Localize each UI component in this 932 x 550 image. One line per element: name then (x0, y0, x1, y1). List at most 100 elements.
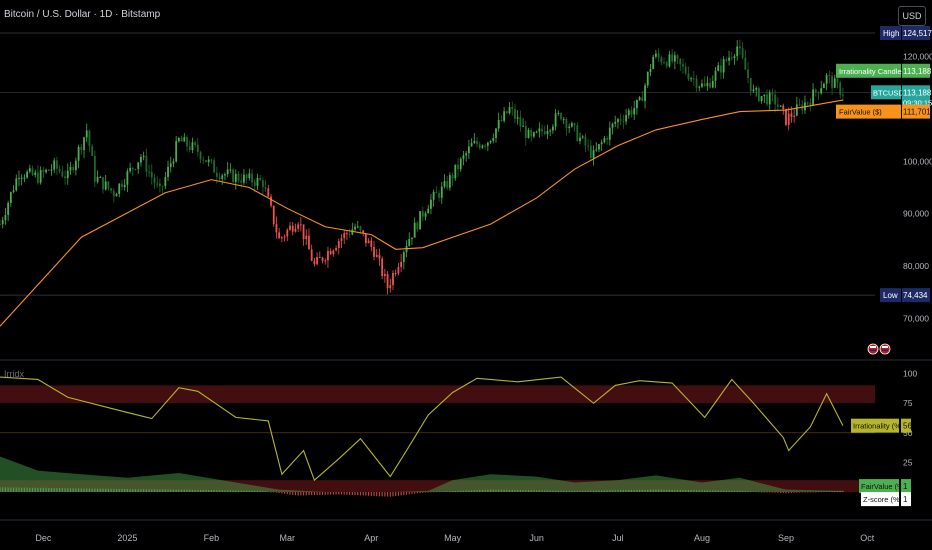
zscore-bar (251, 490, 253, 492)
zscore-bar (91, 488, 93, 492)
zscore-bar (579, 490, 581, 492)
zscore-bar (134, 489, 137, 492)
zscore-bar (354, 492, 356, 496)
zscore-bar (213, 490, 215, 492)
candle-body (741, 48, 744, 58)
zscore-bar (172, 489, 175, 492)
zscore-bar (644, 489, 646, 492)
zscore-bar (657, 489, 660, 492)
price-axis-tick: 100,000 (903, 156, 932, 166)
indicator-axis-tick: 25 (903, 457, 913, 467)
zscore-bar (389, 492, 391, 497)
zscore-bar (405, 492, 408, 495)
candle-body (299, 224, 302, 226)
event-flag-stripe (882, 346, 888, 348)
zscore-bar (332, 492, 334, 495)
zscore-bar (319, 492, 321, 495)
candle-body (538, 128, 541, 132)
zscore-bar (788, 492, 790, 494)
currency-button[interactable]: USD (898, 6, 926, 26)
candle-body (549, 130, 552, 132)
candle-body (20, 177, 23, 179)
zscore-bar (481, 489, 484, 492)
candle-body (825, 75, 828, 84)
zscore-bar (430, 491, 432, 493)
candle-body (389, 285, 392, 289)
indicator-axis-tick: 50 (903, 428, 913, 438)
zscore-bar (357, 492, 359, 496)
candle-body (66, 170, 69, 179)
zscore-bar (733, 490, 736, 492)
zscore-bar (679, 489, 681, 492)
candle-body (69, 166, 72, 171)
price-label-name-bg (836, 63, 901, 78)
candle-body (500, 120, 503, 122)
indicator-band (0, 480, 875, 492)
candle-body (730, 57, 733, 59)
candle-body (346, 233, 348, 235)
indicator-name: Irridx (4, 369, 24, 379)
candle-body (806, 102, 809, 104)
candle-body (579, 137, 581, 142)
candle-body (684, 66, 687, 74)
candle-body (451, 175, 454, 179)
candle-body (749, 78, 752, 92)
indicator-label-name: Irrationality (%) (853, 422, 904, 431)
time-axis-tick: Oct (860, 533, 875, 543)
candle-body (115, 194, 118, 197)
candle-body (245, 174, 248, 178)
zscore-bar (479, 490, 481, 492)
zscore-bar (568, 490, 570, 492)
zscore-bar (698, 490, 700, 492)
candle-body (313, 260, 316, 265)
chart-title: Bitcoin / U.S. Dollar · 1D · Bitstamp (4, 9, 161, 20)
candle-body (717, 65, 720, 71)
zscore-bar (289, 492, 291, 495)
zscore-bar (587, 490, 589, 492)
candle-body (1, 220, 4, 225)
candle-body (240, 180, 243, 183)
zscore-bar (48, 487, 50, 492)
zscore-bar (649, 489, 652, 492)
zscore-bar (243, 490, 245, 492)
candle-body (80, 146, 83, 151)
candle-body (676, 55, 679, 59)
zscore-bar (633, 489, 635, 492)
zscore-bar (397, 492, 400, 496)
candle-body (137, 162, 140, 170)
zscore-bar (297, 492, 299, 496)
zscore-bar (229, 490, 231, 492)
candle-body (416, 222, 419, 230)
zscore-bar (639, 489, 641, 492)
candle-body (23, 177, 26, 179)
candle-body (714, 70, 717, 81)
zscore-bar (273, 492, 275, 493)
candle-body (454, 164, 457, 179)
zscore-bar (609, 490, 611, 492)
candle-body (118, 183, 121, 195)
price-label-countdown: 09:30:15 (903, 98, 932, 107)
candle-body (0, 224, 1, 226)
zscore-bar (67, 488, 69, 492)
zscore-bar (162, 489, 164, 492)
zscore-bar (617, 490, 619, 492)
candle-body (142, 155, 145, 157)
candle-body (64, 176, 66, 179)
zscore-bar (88, 488, 91, 492)
candle-body (77, 146, 80, 161)
zscore-bar (693, 490, 695, 492)
zscore-bar (189, 489, 191, 492)
price-axis-tick: 90,000 (903, 209, 929, 219)
candle-body (438, 193, 440, 198)
zscore-bar (541, 490, 543, 492)
zscore-bar (145, 489, 147, 492)
candle-body (194, 142, 197, 145)
zscore-bar (237, 490, 240, 492)
zscore-bar (370, 492, 372, 496)
candle-body (524, 125, 527, 139)
zscore-bar (351, 492, 353, 495)
zscore-bar (37, 487, 39, 492)
candle-body (592, 150, 595, 159)
zscore-bar (75, 488, 77, 492)
